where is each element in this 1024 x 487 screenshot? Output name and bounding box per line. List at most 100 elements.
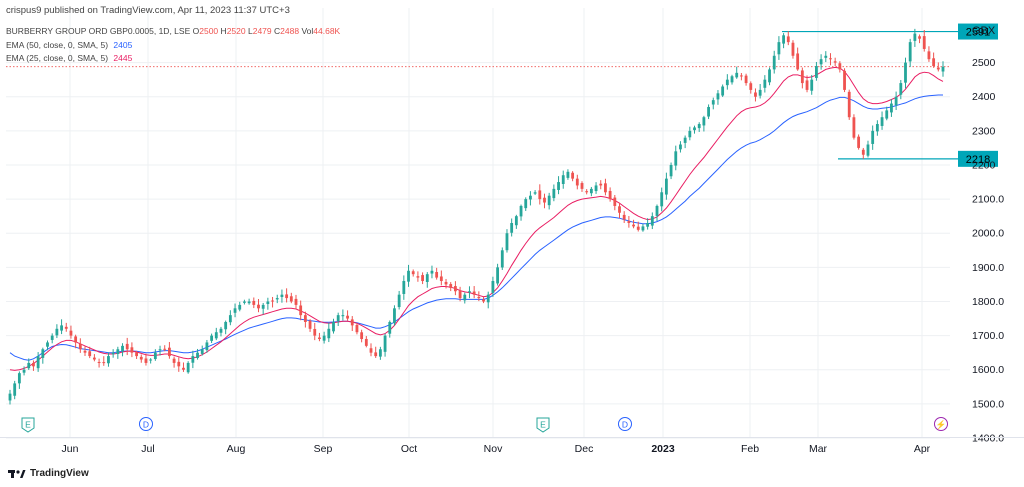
candle-body — [585, 191, 589, 193]
level-badge[interactable] — [958, 150, 998, 167]
candle-body — [332, 321, 335, 332]
split-marker[interactable] — [934, 417, 948, 431]
candle-body — [294, 298, 298, 305]
candle-body — [13, 383, 17, 396]
candle-body — [847, 91, 851, 118]
candle-body — [482, 299, 485, 302]
x-tick-label: Jun — [62, 443, 79, 455]
tradingview-footer[interactable]: TradingView — [8, 468, 89, 479]
ema-lines — [9, 66, 944, 371]
axes: 1400.0 1500.0 1600.0 1700.0 1800.0 1900.0 2000… — [0, 25, 1024, 455]
candle-body — [32, 362, 35, 367]
y-tick-label: 1900.0 — [972, 262, 1004, 274]
candle-body — [107, 356, 110, 364]
candle-body — [421, 275, 424, 282]
dividend-marker[interactable] — [139, 417, 153, 431]
event-markers[interactable]: E D E D ⚡ — [21, 417, 948, 433]
x-tick-label: Jul — [141, 443, 154, 455]
candle-body — [27, 362, 31, 369]
candle-body — [214, 332, 218, 339]
candle-body — [866, 144, 870, 156]
candle-body — [435, 271, 439, 278]
earnings-marker[interactable] — [536, 417, 550, 433]
candle-body — [594, 185, 598, 192]
candle-body — [913, 33, 917, 41]
candle-body — [219, 328, 223, 333]
candle-body — [796, 53, 800, 70]
candle-body — [833, 61, 837, 63]
dividend-marker[interactable] — [618, 417, 632, 431]
candle-body — [289, 296, 293, 302]
candle-body — [857, 136, 861, 148]
candle-body — [552, 188, 556, 199]
horizontal-levels: 2591 2218 — [6, 23, 998, 167]
candle-body — [618, 206, 621, 213]
level-label: 2218 — [966, 154, 990, 166]
candle-body — [177, 361, 181, 367]
candle-body — [266, 301, 270, 305]
candle-body — [55, 328, 59, 336]
candle-body — [707, 106, 710, 117]
candle-body — [655, 205, 659, 216]
candle-body — [64, 326, 68, 329]
candle-body — [533, 192, 537, 194]
candle-body — [397, 294, 401, 308]
candle-body — [871, 130, 875, 144]
marker-label: ⚡ — [936, 420, 947, 431]
y-tick-label: 1500.0 — [972, 398, 1004, 410]
candle-body — [449, 284, 453, 288]
earnings-marker[interactable] — [21, 417, 35, 433]
candle-body — [500, 250, 504, 268]
published-line: crispus9 published on TradingView.com, A… — [6, 5, 290, 16]
candle-body — [754, 92, 757, 97]
candle-body — [650, 216, 654, 226]
candle-body — [679, 144, 682, 150]
candle-body — [693, 127, 696, 131]
x-tick-label: Mar — [809, 443, 828, 455]
candle-body — [111, 352, 115, 355]
candle-body — [575, 178, 579, 186]
candle-body — [196, 352, 199, 359]
candle-body — [60, 325, 63, 331]
candle-body — [641, 226, 645, 231]
candle-body — [168, 347, 171, 357]
candle-body — [908, 42, 912, 62]
candle-body — [224, 321, 228, 330]
candle-body — [88, 351, 92, 357]
candle-body — [369, 348, 373, 353]
level-badge[interactable] — [958, 23, 998, 40]
candle-body — [538, 190, 542, 200]
marker-label: D — [143, 420, 149, 430]
candle-body — [918, 36, 921, 39]
candle-body — [130, 347, 134, 353]
candle-body — [125, 343, 129, 350]
candle-body — [824, 55, 828, 58]
candle-body — [800, 70, 804, 84]
candle-body — [791, 42, 795, 56]
candle-body — [599, 183, 603, 186]
candle-body — [890, 103, 893, 113]
candle-body — [463, 294, 467, 301]
candle-body — [561, 175, 565, 184]
candle-body — [102, 362, 106, 364]
x-tick-label: Oct — [401, 443, 417, 455]
candle-body — [299, 305, 303, 316]
y-tick-label: 2500 — [972, 57, 996, 69]
candle-body — [191, 356, 195, 363]
candle-body — [22, 369, 26, 373]
x-tick-label: Aug — [227, 443, 246, 455]
candle-body — [852, 117, 856, 138]
candle-body — [477, 296, 481, 299]
candle-body — [430, 270, 434, 274]
currency-label: GBX — [972, 25, 996, 37]
candle-body — [861, 149, 865, 155]
candle-body — [233, 308, 237, 313]
candle-body — [730, 76, 734, 83]
y-tick-label: 2300 — [972, 125, 996, 137]
candle-body — [486, 294, 490, 303]
candle-body — [341, 315, 345, 317]
candle-body — [247, 301, 251, 304]
candle-body — [46, 342, 49, 347]
candle-body — [205, 342, 209, 351]
